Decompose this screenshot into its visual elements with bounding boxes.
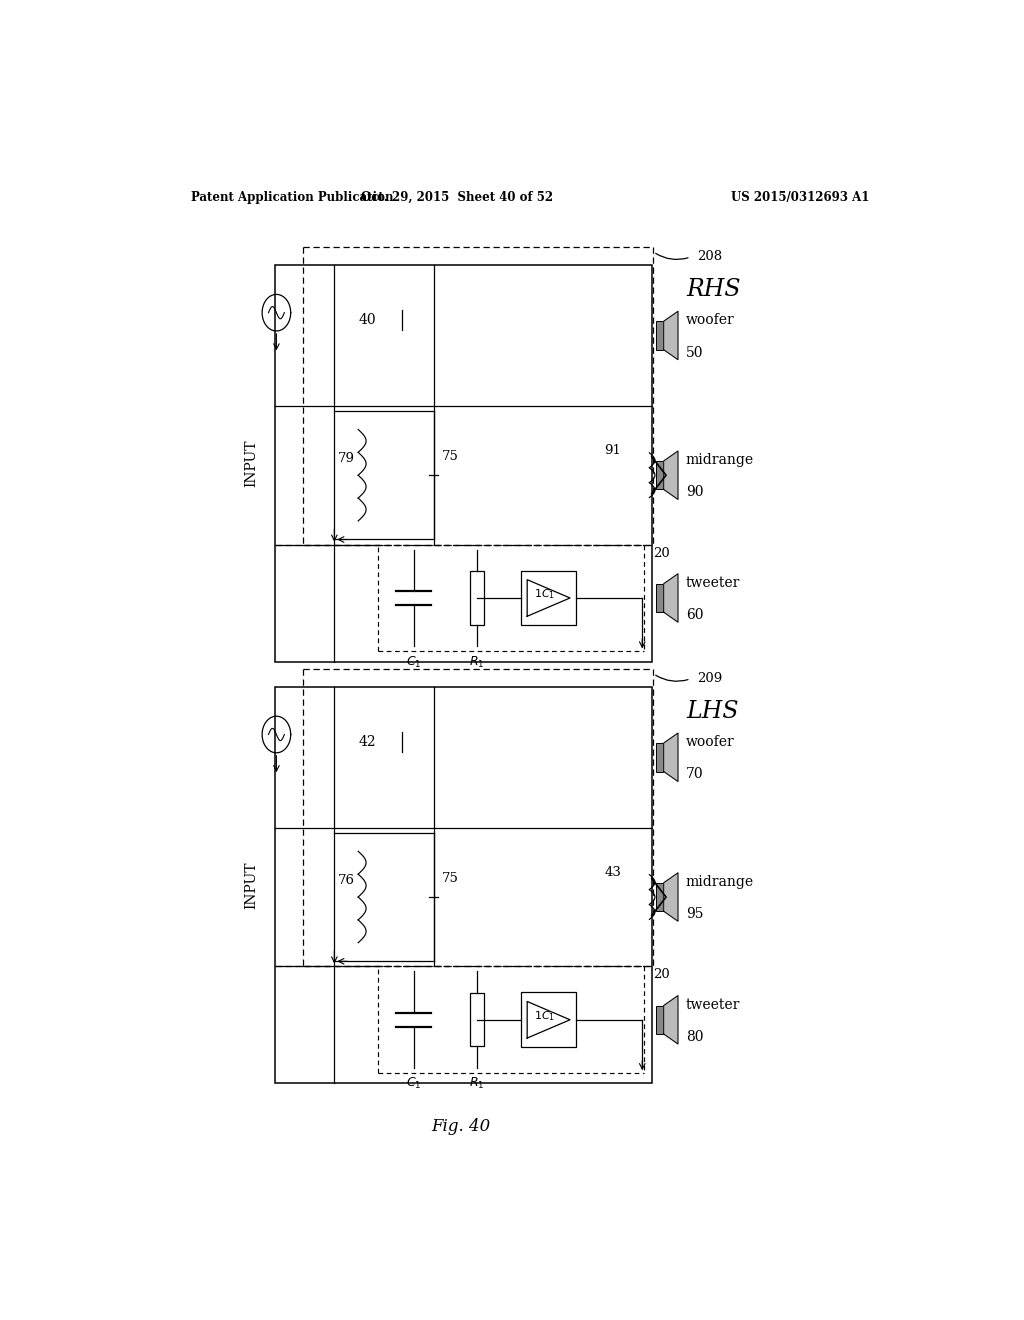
Text: Fig. 40: Fig. 40 <box>432 1118 490 1134</box>
Polygon shape <box>664 873 678 921</box>
Polygon shape <box>664 733 678 781</box>
Text: tweeter: tweeter <box>686 998 740 1011</box>
Text: 42: 42 <box>358 735 376 748</box>
Text: woofer: woofer <box>686 735 734 750</box>
Text: 20: 20 <box>653 546 670 560</box>
Bar <box>655 461 664 490</box>
Bar <box>274 265 652 661</box>
Text: Oct. 29, 2015  Sheet 40 of 52: Oct. 29, 2015 Sheet 40 of 52 <box>361 190 553 203</box>
Bar <box>521 570 577 626</box>
Text: 79: 79 <box>338 451 355 465</box>
Text: 80: 80 <box>686 1030 703 1044</box>
Polygon shape <box>664 995 678 1044</box>
Text: 95: 95 <box>686 907 703 921</box>
Text: $1C_1$: $1C_1$ <box>535 587 555 601</box>
Polygon shape <box>664 574 678 622</box>
Text: 20: 20 <box>653 969 670 981</box>
Bar <box>274 686 652 1084</box>
Text: $C_1$: $C_1$ <box>406 1076 422 1092</box>
Bar <box>655 883 664 911</box>
Polygon shape <box>664 451 678 499</box>
Text: US 2015/0312693 A1: US 2015/0312693 A1 <box>731 190 869 203</box>
Bar <box>655 1006 664 1034</box>
Text: midrange: midrange <box>686 453 754 467</box>
Text: 50: 50 <box>686 346 703 359</box>
Text: 90: 90 <box>686 486 703 499</box>
Text: LHS: LHS <box>686 700 738 723</box>
Text: 91: 91 <box>604 444 621 457</box>
Text: 60: 60 <box>686 609 703 622</box>
Text: Patent Application Publication: Patent Application Publication <box>191 190 394 203</box>
Text: INPUT: INPUT <box>244 862 258 909</box>
Bar <box>521 993 577 1047</box>
Bar <box>655 321 664 350</box>
Text: tweeter: tweeter <box>686 576 740 590</box>
Text: $1C_1$: $1C_1$ <box>535 1008 555 1023</box>
Text: woofer: woofer <box>686 313 734 327</box>
Bar <box>470 572 484 624</box>
Text: 75: 75 <box>441 871 459 884</box>
Text: 76: 76 <box>338 874 355 887</box>
Polygon shape <box>664 312 678 359</box>
Bar <box>470 993 484 1047</box>
Text: $R_1$: $R_1$ <box>469 655 485 669</box>
Text: 208: 208 <box>697 251 722 264</box>
Text: 43: 43 <box>604 866 621 879</box>
Text: 70: 70 <box>686 767 703 781</box>
Text: INPUT: INPUT <box>244 440 258 487</box>
Text: 40: 40 <box>358 313 376 327</box>
Text: $C_1$: $C_1$ <box>406 655 422 669</box>
Text: midrange: midrange <box>686 875 754 888</box>
Text: RHS: RHS <box>686 279 740 301</box>
Text: 209: 209 <box>697 672 722 685</box>
Bar <box>655 743 664 771</box>
Text: 75: 75 <box>441 450 459 463</box>
Bar <box>655 583 664 612</box>
Text: $R_1$: $R_1$ <box>469 1076 485 1092</box>
